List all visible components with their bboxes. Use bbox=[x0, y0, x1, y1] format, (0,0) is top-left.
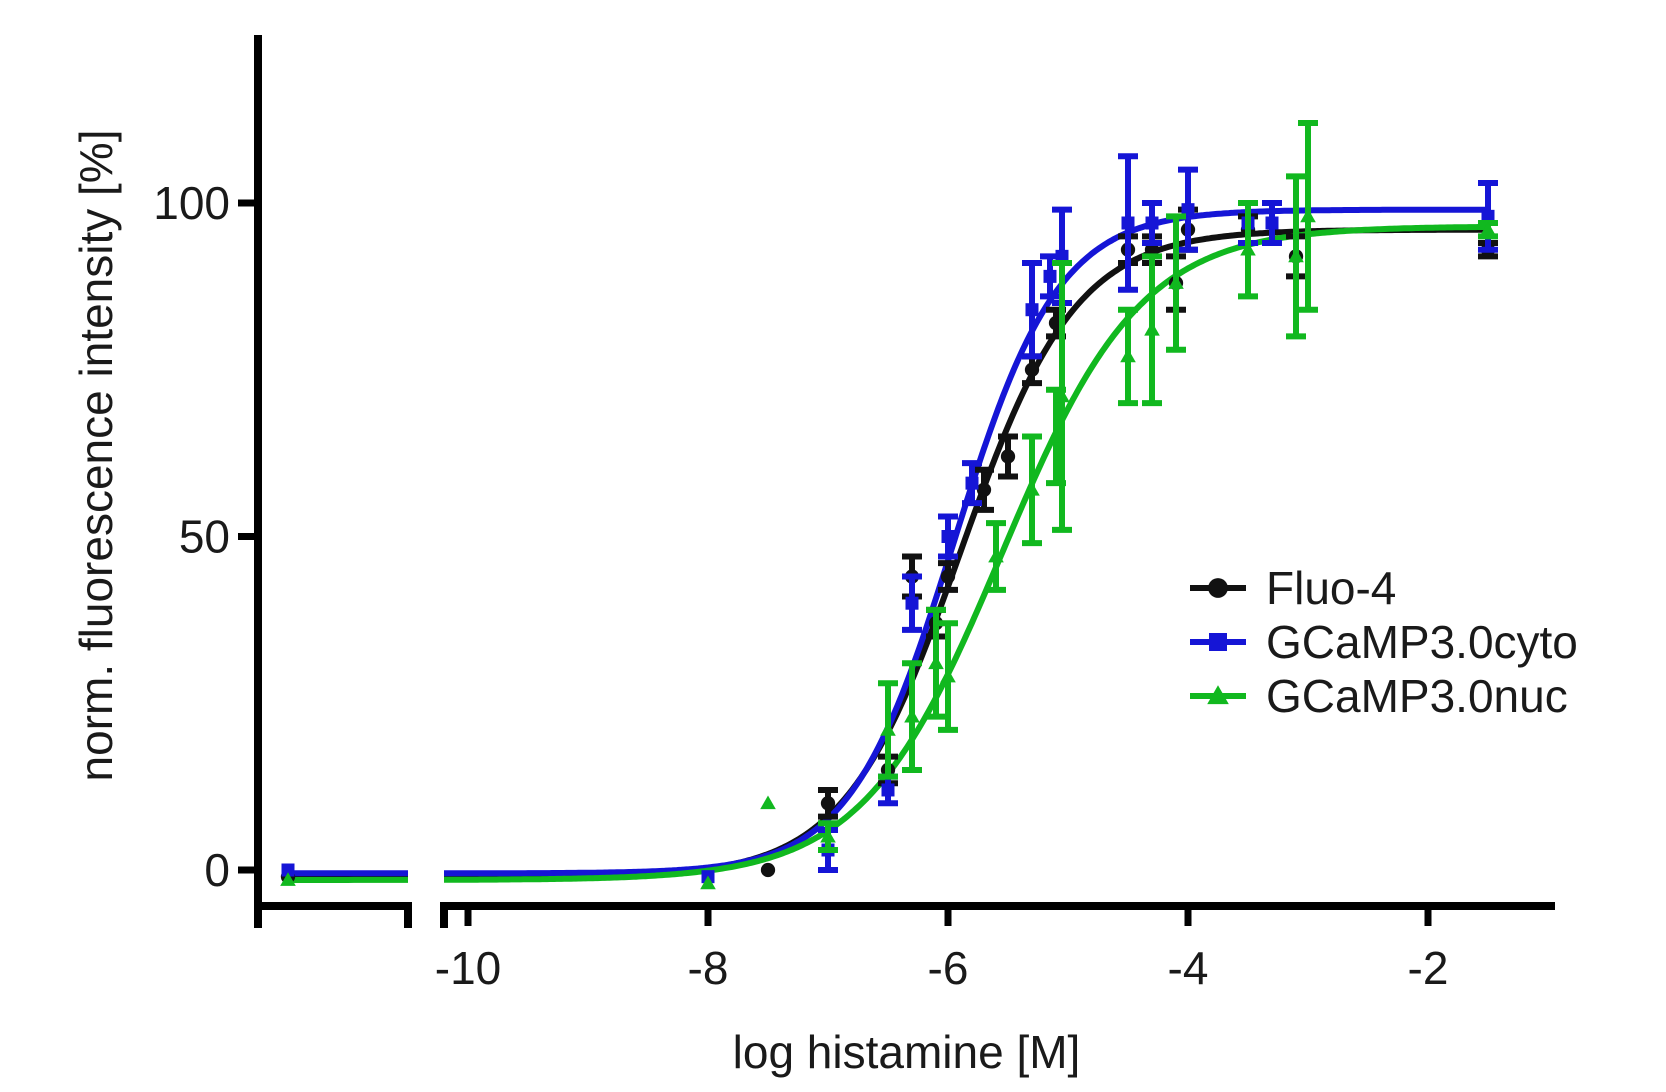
data-point-gcamp3-0cyto bbox=[881, 783, 895, 797]
x-tick-label: -2 bbox=[1408, 942, 1449, 994]
x-tick-label: -10 bbox=[435, 942, 501, 994]
data-point-gcamp3-0nuc bbox=[1240, 241, 1256, 256]
data-point-gcamp3-0nuc bbox=[700, 875, 716, 890]
data-point-gcamp3-0nuc bbox=[940, 668, 956, 683]
data-point-gcamp3-0cyto bbox=[1025, 303, 1039, 317]
y-tick-label: 100 bbox=[153, 177, 230, 229]
data-point-fluo-4 bbox=[760, 862, 776, 878]
x-tick-label: -6 bbox=[928, 942, 969, 994]
y-tick-label: 0 bbox=[204, 844, 230, 896]
data-point-gcamp3-0nuc bbox=[988, 548, 1004, 563]
data-point-fluo-4 bbox=[820, 796, 836, 811]
data-point-gcamp3-0nuc bbox=[1120, 348, 1136, 363]
data-point-gcamp3-0nuc bbox=[760, 795, 776, 810]
data-point-fluo-4 bbox=[976, 482, 992, 497]
data-point-fluo-4 bbox=[940, 569, 956, 584]
data-point-gcamp3-0nuc bbox=[820, 828, 836, 843]
data-point-gcamp3-0nuc bbox=[1300, 208, 1316, 223]
data-points bbox=[280, 119, 1498, 890]
x-tick-label: -8 bbox=[688, 942, 729, 994]
axes: -10 -8 -6 -4 -2 0 50 100 bbox=[153, 35, 1555, 994]
fit-curve-gcamp3-0nuc bbox=[444, 223, 1489, 883]
legend-marker-gcamp3-0cyto bbox=[1209, 633, 1227, 651]
data-point-gcamp3-0nuc bbox=[1054, 388, 1070, 403]
data-point-gcamp3-0nuc bbox=[1480, 221, 1496, 236]
data-point-gcamp3-0nuc bbox=[880, 722, 896, 736]
data-point-gcamp3-0nuc bbox=[928, 655, 944, 670]
data-point-gcamp3-0nuc bbox=[1144, 321, 1160, 336]
data-point-gcamp3-0nuc bbox=[1288, 248, 1304, 263]
fit-curve-fluo-4 bbox=[444, 226, 1488, 880]
data-point-fluo-4 bbox=[1024, 362, 1040, 377]
legend-label-gcamp3-0cyto: GCaMP3.0cyto bbox=[1266, 616, 1578, 668]
data-point-gcamp3-0nuc bbox=[1024, 482, 1040, 496]
data-point-gcamp3-0cyto bbox=[1043, 269, 1057, 283]
data-point-gcamp3-0cyto bbox=[1055, 249, 1069, 263]
x-tick-label: -4 bbox=[1168, 942, 1209, 994]
data-point-gcamp3-0nuc bbox=[1168, 275, 1184, 289]
data-point-gcamp3-0cyto bbox=[1145, 216, 1159, 230]
data-point-gcamp3-0cyto bbox=[1181, 203, 1195, 217]
legend-label-gcamp3-0nuc: GCaMP3.0nuc bbox=[1266, 670, 1568, 722]
y-tick-label: 50 bbox=[179, 511, 230, 563]
data-point-gcamp3-0cyto bbox=[1265, 216, 1279, 230]
legend-marker-fluo-4 bbox=[1208, 578, 1228, 598]
data-point-gcamp3-0cyto bbox=[1481, 209, 1495, 223]
y-axis-title: norm. fluorescence intensity [%] bbox=[70, 130, 122, 782]
data-point-gcamp3-0nuc bbox=[904, 708, 920, 723]
data-point-gcamp3-0cyto bbox=[941, 530, 955, 543]
data-point-gcamp3-0cyto bbox=[1121, 216, 1135, 230]
data-point-gcamp3-0cyto bbox=[281, 863, 295, 877]
legend-marker-gcamp3-0nuc bbox=[1207, 685, 1229, 705]
data-point-gcamp3-0nuc bbox=[280, 872, 296, 886]
legend-label-fluo-4: Fluo-4 bbox=[1266, 562, 1396, 614]
data-point-fluo-4 bbox=[1000, 449, 1016, 464]
x-axis-title: log histamine [M] bbox=[733, 1026, 1081, 1078]
data-point-gcamp3-0cyto bbox=[905, 596, 919, 610]
data-point-fluo-4 bbox=[1144, 242, 1160, 257]
data-point-gcamp3-0cyto bbox=[965, 476, 979, 490]
